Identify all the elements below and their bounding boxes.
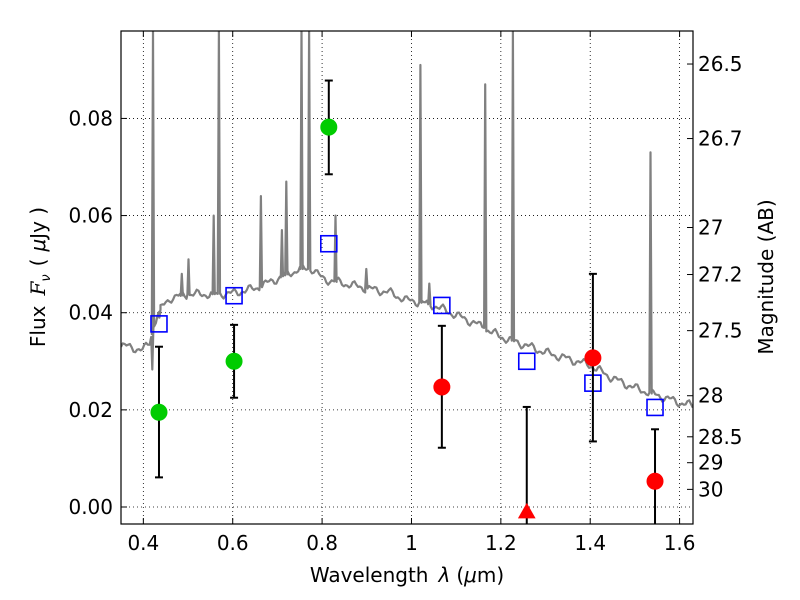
spectrum-layer [121, 31, 693, 409]
model-point-square [319, 234, 338, 253]
model-point-square [433, 296, 451, 315]
y2-tick-label: 27 [698, 216, 723, 240]
plot-frame [120, 30, 694, 525]
observed-point [150, 403, 168, 421]
y-tick-label: 0.04 [68, 301, 113, 325]
x-tick-label: 0.4 [127, 531, 159, 555]
x-tick-label: 0.6 [217, 531, 249, 555]
y-tick-label: 0.00 [68, 495, 113, 519]
observed-point [433, 378, 451, 396]
model-point-square [150, 315, 168, 333]
y2-tick-label: 27.2 [698, 263, 743, 287]
y2-tick-label: 26.7 [698, 127, 743, 151]
y2-tick-label: 26.5 [698, 52, 743, 76]
y-tick-label: 0.08 [68, 106, 113, 130]
ticks: 0.4 0.6 0.8 1 1.2 1.4 1.6 0.00 0.02 0.04 0.06 0.08 2… [68, 31, 743, 555]
observed-point [646, 472, 664, 490]
model-point-square [225, 286, 243, 305]
y2-axis-label: Magnitude (AB) [754, 199, 778, 354]
x-tick-label: 1.2 [485, 531, 517, 555]
model-point-square [517, 352, 536, 371]
x-tick-label: 1 [405, 531, 418, 555]
observed-point [225, 352, 243, 370]
model-point-square [646, 398, 664, 417]
y-tick-label: 0.02 [68, 398, 113, 422]
spectrum-line [121, 31, 693, 409]
x-tick-label: 1.4 [574, 531, 606, 555]
x-tick-label: 1.6 [664, 531, 696, 555]
y2-tick-label: 29 [698, 451, 723, 475]
x-axis-label: Wavelength λ (μm) [310, 563, 504, 587]
y2-tick-label: 28.5 [698, 425, 743, 449]
y-tick-label: 0.06 [68, 204, 113, 228]
observed-point [584, 349, 602, 367]
y-axis-label: FluxFν(μJy ) [26, 207, 54, 347]
y2-tick-label: 27.5 [698, 319, 743, 343]
points-layer [150, 79, 664, 524]
plot-area [121, 31, 693, 524]
y2-tick-label: 28 [698, 384, 723, 408]
observed-point-upper-limit [517, 502, 536, 519]
grid [121, 31, 693, 524]
x-tick-label: 0.8 [306, 531, 338, 555]
observed-point [320, 118, 338, 136]
y2-tick-label: 30 [698, 477, 723, 501]
